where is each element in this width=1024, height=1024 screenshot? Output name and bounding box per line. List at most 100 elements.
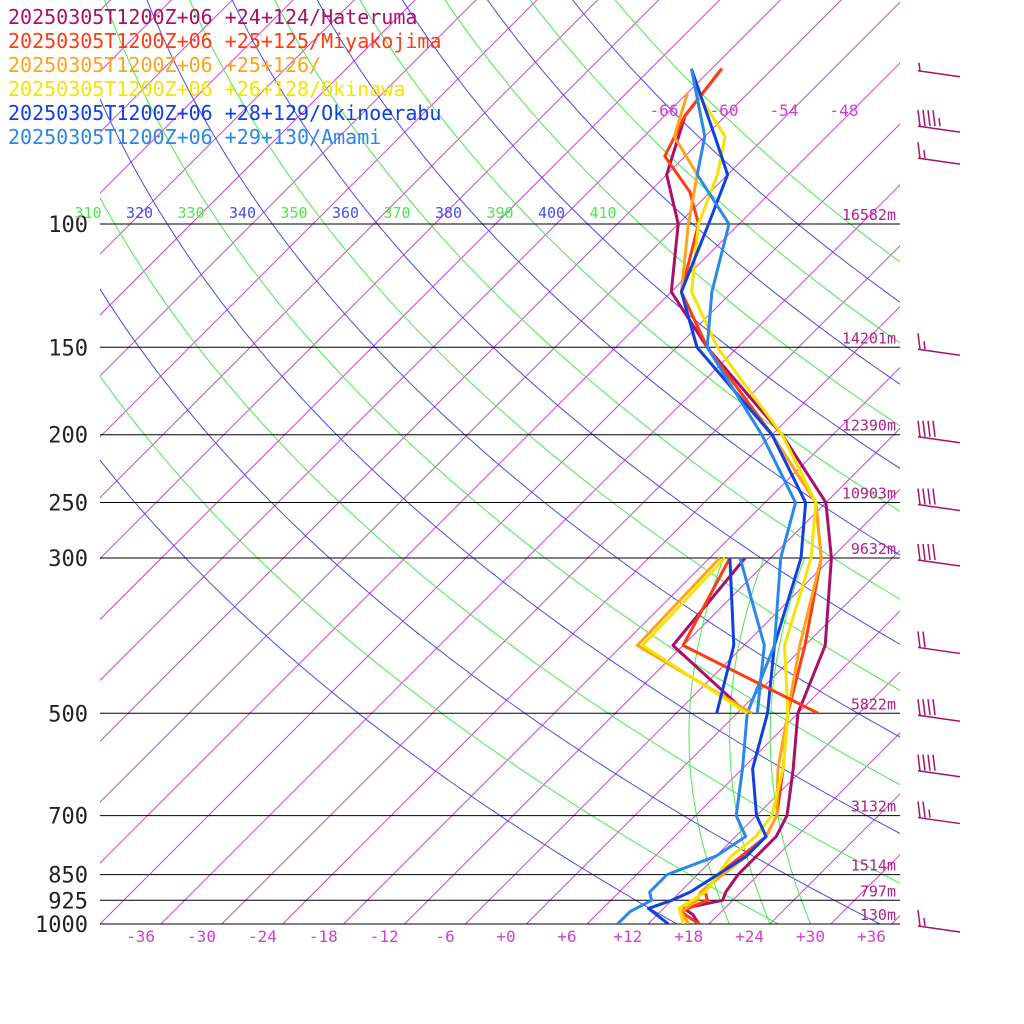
upper-temp-label: -54 [770,101,799,120]
theta-label: 410 [589,204,616,222]
pressure-label: 500 [48,702,88,727]
barb-flag [927,699,931,716]
pressure-label: 250 [48,492,88,517]
barb-flag [922,699,926,716]
wind-barb [917,62,961,78]
barb-flag [932,420,936,437]
theta-label: 320 [126,204,153,222]
upper-temp-label: -60 [710,101,739,120]
pressure-label: 300 [48,547,88,572]
barb-staff [917,69,961,78]
barb-flag [917,909,921,927]
legend-entry: 20250305T1200Z+06 +29+130/Amami [8,125,381,149]
barb-half-flag [923,150,926,159]
parcel-line-miyakojima [681,557,819,715]
barb-flag [932,488,936,505]
x-tick-label: -12 [370,927,399,946]
barb-flag [922,110,926,127]
theta-label: 350 [280,204,307,222]
adiabat-curve [274,0,900,600]
moist-adiabat-curve [769,557,811,924]
barb-flag [927,420,931,437]
barb-flag [922,631,926,648]
adiabat-curve [100,97,900,834]
theta-label: 380 [435,204,462,222]
wind-barb [917,699,961,723]
x-tick-label: -30 [187,927,216,946]
barb-flag [917,631,921,648]
barb-flag [922,543,926,561]
height-label: 14201m [842,329,896,347]
isotherm-line [100,0,294,194]
wind-barb [917,142,961,165]
adiabat-curve [189,0,900,691]
series-line-okinawa [677,92,818,924]
legend: 20250305T1200Z+06 +24+124/Hateruma 202503… [8,5,441,149]
upper-temp-label: -66 [650,101,679,120]
barb-half-flag [918,62,921,71]
wind-barb [917,333,961,357]
adiabat-curve [231,0,900,645]
barb-flag [917,142,921,159]
barb-flag [917,801,921,818]
parcel-line-okinoerabu [715,557,736,714]
barb-flag [927,754,931,771]
pressure-label: 150 [48,336,88,361]
barb-flag [922,801,926,818]
barb-flag [917,699,921,716]
barb-half-flag [938,118,941,127]
adiabat-curve [104,0,900,786]
moist-adiabat-curve [688,557,730,924]
barb-staff [917,646,961,655]
wind-barb [917,909,961,933]
barb-staff [917,125,961,133]
adiabat-curve [316,0,900,556]
upper-temp-label: -48 [830,101,859,120]
pressure-label: 850 [48,864,88,889]
legend-entry: 20250305T1200Z+06 +24+124/Hateruma [8,5,417,29]
barb-staff [917,559,961,567]
x-tick-label: -24 [248,927,277,946]
wind-barb [917,631,961,655]
barb-flag [922,754,926,771]
legend-entry: 20250305T1200Z+06 +26+128/Okinawa [8,77,405,101]
barb-flag [917,420,921,437]
legend-entry: 20250305T1200Z+06 +28+129/Okinoerabu [8,101,441,125]
pressure-label: 200 [48,424,88,449]
barb-staff [917,769,961,778]
barb-flag [917,488,921,505]
x-tick-label: +18 [674,927,703,946]
wind-barb [917,420,961,444]
barb-staff [917,348,961,357]
sounding-series [616,67,833,924]
theta-label: 340 [229,204,256,222]
adiabat-curve [146,0,900,738]
barb-flag [922,488,926,505]
barb-flag [922,420,926,437]
isotherm-line [100,0,477,377]
adiabat-curve [359,0,900,512]
barb-staff [917,435,961,444]
barb-flag [917,754,921,771]
theta-label: 310 [74,204,101,222]
series-line-25-126 [672,92,823,924]
isotherm-line [100,0,416,316]
barb-flag [932,110,936,127]
pressure-label: 700 [48,805,88,830]
barb-flag [932,754,936,771]
wind-barb [917,110,961,133]
theta-label: 390 [486,204,513,222]
barb-half-flag [923,917,926,927]
barb-half-flag [928,809,931,818]
parcel-line-okinawa [641,556,749,715]
moist-adiabat-curve [729,557,771,924]
height-label: 9632m [851,540,896,558]
x-tick-label: -36 [126,927,155,946]
barb-flag [927,110,931,127]
theta-label: 360 [332,204,359,222]
height-label: 12390m [842,417,896,435]
barb-staff [917,157,961,165]
theta-label: 370 [383,204,410,222]
wind-barb [917,754,961,778]
barb-flag [932,543,936,561]
